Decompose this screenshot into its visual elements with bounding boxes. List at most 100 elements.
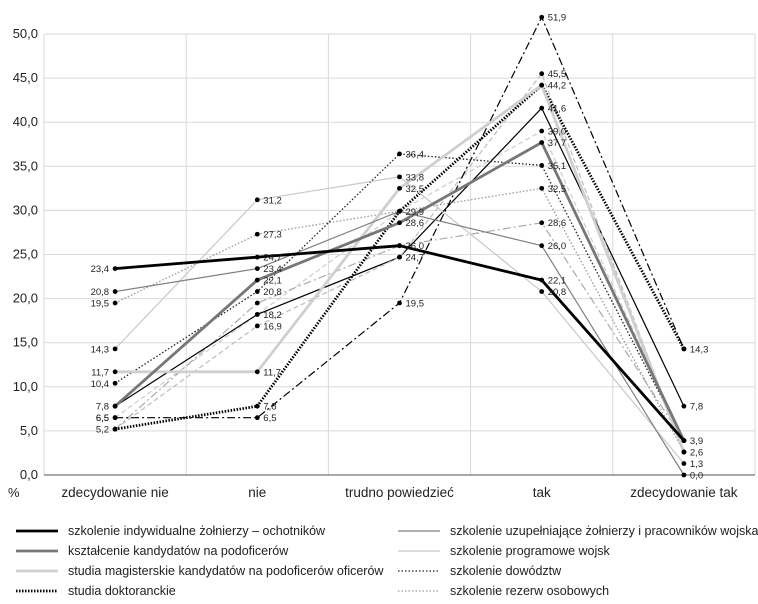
data-label: 51,9: [548, 13, 567, 24]
data-point: [681, 438, 687, 444]
legend-item: szkolenie dowództw: [398, 560, 561, 582]
data-label: 19,5: [91, 299, 110, 310]
data-label: 7,8: [96, 402, 109, 413]
data-point: [112, 346, 118, 352]
data-label: 11,7: [91, 367, 109, 378]
data-label: 26,0: [406, 241, 425, 252]
data-point: [254, 300, 260, 306]
data-labels: 23,424,726,022,13,920,823,426,00,07,822,…: [91, 13, 709, 482]
y-axis-unit-label: %: [8, 485, 20, 500]
data-label: 6,5: [96, 413, 109, 424]
legend-item: szkolenie rezerw osobowych: [398, 580, 609, 602]
data-label: 5,2: [96, 425, 109, 436]
y-tick-label: 45,0: [13, 70, 38, 85]
y-tick-label: 40,0: [13, 114, 38, 129]
data-point: [112, 415, 118, 421]
data-point: [539, 243, 545, 249]
y-axis-ticks: 0,0 5,0 10,0 15,0 20,0 25,0 30,0 35,0 40,0 45,0 50…: [13, 26, 38, 482]
data-label: 37,7: [548, 138, 567, 149]
data-point: [112, 426, 118, 432]
legend-item: szkolenie indywidualne żołnierzy – ochot…: [16, 520, 325, 542]
data-point: [539, 71, 545, 77]
data-label: 28,6: [406, 218, 425, 229]
y-tick-label: 25,0: [13, 247, 38, 262]
data-label: 32,5: [406, 184, 425, 195]
data-label: 11,7: [263, 367, 281, 378]
legend-swatch: [398, 550, 440, 552]
data-point: [254, 369, 260, 375]
data-label: 23,4: [91, 264, 110, 275]
data-point: [112, 289, 118, 294]
data-point: [254, 254, 260, 260]
y-tick-label: 20,0: [13, 291, 38, 306]
data-label: 24,7: [406, 253, 425, 264]
data-label: 6,5: [263, 413, 276, 424]
y-tick-label: 35,0: [13, 158, 38, 173]
x-category-label: nie: [248, 485, 266, 500]
data-point: [254, 197, 260, 203]
series-line: [114, 73, 685, 453]
data-point: [681, 461, 687, 466]
data-point: [539, 163, 545, 168]
data-label: 14,3: [690, 344, 709, 355]
legend-label: szkolenie programowe wojsk: [450, 544, 610, 558]
data-label: 6,5: [96, 413, 109, 424]
data-label: 16,9: [263, 321, 282, 332]
legend-swatch: [16, 549, 58, 553]
data-point: [539, 128, 545, 134]
data-label: 19,5: [406, 299, 425, 310]
data-point: [681, 346, 687, 352]
series-line: [115, 83, 686, 453]
legend-swatch: [16, 569, 58, 573]
legend-label: szkolenie rezerw osobowych: [450, 584, 610, 598]
data-point: [254, 312, 260, 317]
data-label: 7,8: [263, 402, 276, 413]
series-line: [115, 16, 685, 419]
data-point: [539, 140, 545, 145]
data-point: [112, 266, 118, 272]
legend-label: studia magisterskie kandydatów na podofi…: [68, 564, 384, 578]
x-category-label: zdecydowanie tak: [630, 485, 738, 500]
data-label: 7,8: [690, 402, 703, 413]
data-label: 33,8: [406, 172, 425, 183]
data-label: 39,0: [548, 127, 567, 138]
data-label: 0,0: [690, 471, 703, 482]
data-point: [681, 449, 687, 455]
legend-swatch: [398, 590, 440, 592]
data-point: [539, 14, 545, 20]
data-label: 26,0: [548, 241, 567, 252]
data-point: [254, 415, 260, 421]
data-point: [397, 208, 402, 214]
legend-label: szkolenie uzupełniające żołnierzy i prac…: [450, 524, 758, 538]
data-point: [539, 105, 545, 111]
y-tick-label: 15,0: [13, 335, 38, 350]
x-category-label: trudno powiedzieć: [345, 485, 454, 500]
data-label: 10,4: [91, 379, 110, 390]
legend-item: kształcenie kandydatów na podoficerów: [16, 540, 288, 562]
data-point: [397, 243, 402, 249]
legend-label: szkolenie indywidualne żołnierzy – ochot…: [68, 524, 326, 538]
data-point: [254, 277, 260, 283]
grid-lines: [43, 33, 756, 476]
legend-swatch: [398, 570, 440, 572]
data-label: 20,8: [263, 287, 282, 298]
x-axis-categories: zdecydowanie nie nie trudno powiedzieć tak z…: [61, 485, 737, 500]
data-label: 23,4: [263, 264, 282, 275]
data-point: [112, 369, 118, 375]
legend-label: szkolenie dowództw: [450, 564, 562, 578]
data-points: [112, 14, 687, 478]
series-line: [114, 130, 685, 441]
data-point: [254, 289, 260, 294]
data-point: [254, 403, 260, 409]
data-label: 41,6: [548, 104, 567, 115]
legend-label: kształcenie kandydatów na podoficerów: [68, 544, 289, 558]
data-point: [397, 174, 402, 180]
data-label: 35,1: [548, 161, 567, 172]
data-label: 36,4: [406, 149, 425, 160]
data-point: [397, 300, 402, 306]
data-label: 27,3: [263, 230, 282, 241]
data-label: 22,1: [263, 276, 282, 287]
legend-item: szkolenie programowe wojsk: [398, 540, 610, 562]
y-tick-label: 30,0: [13, 202, 38, 217]
data-point: [254, 266, 260, 272]
